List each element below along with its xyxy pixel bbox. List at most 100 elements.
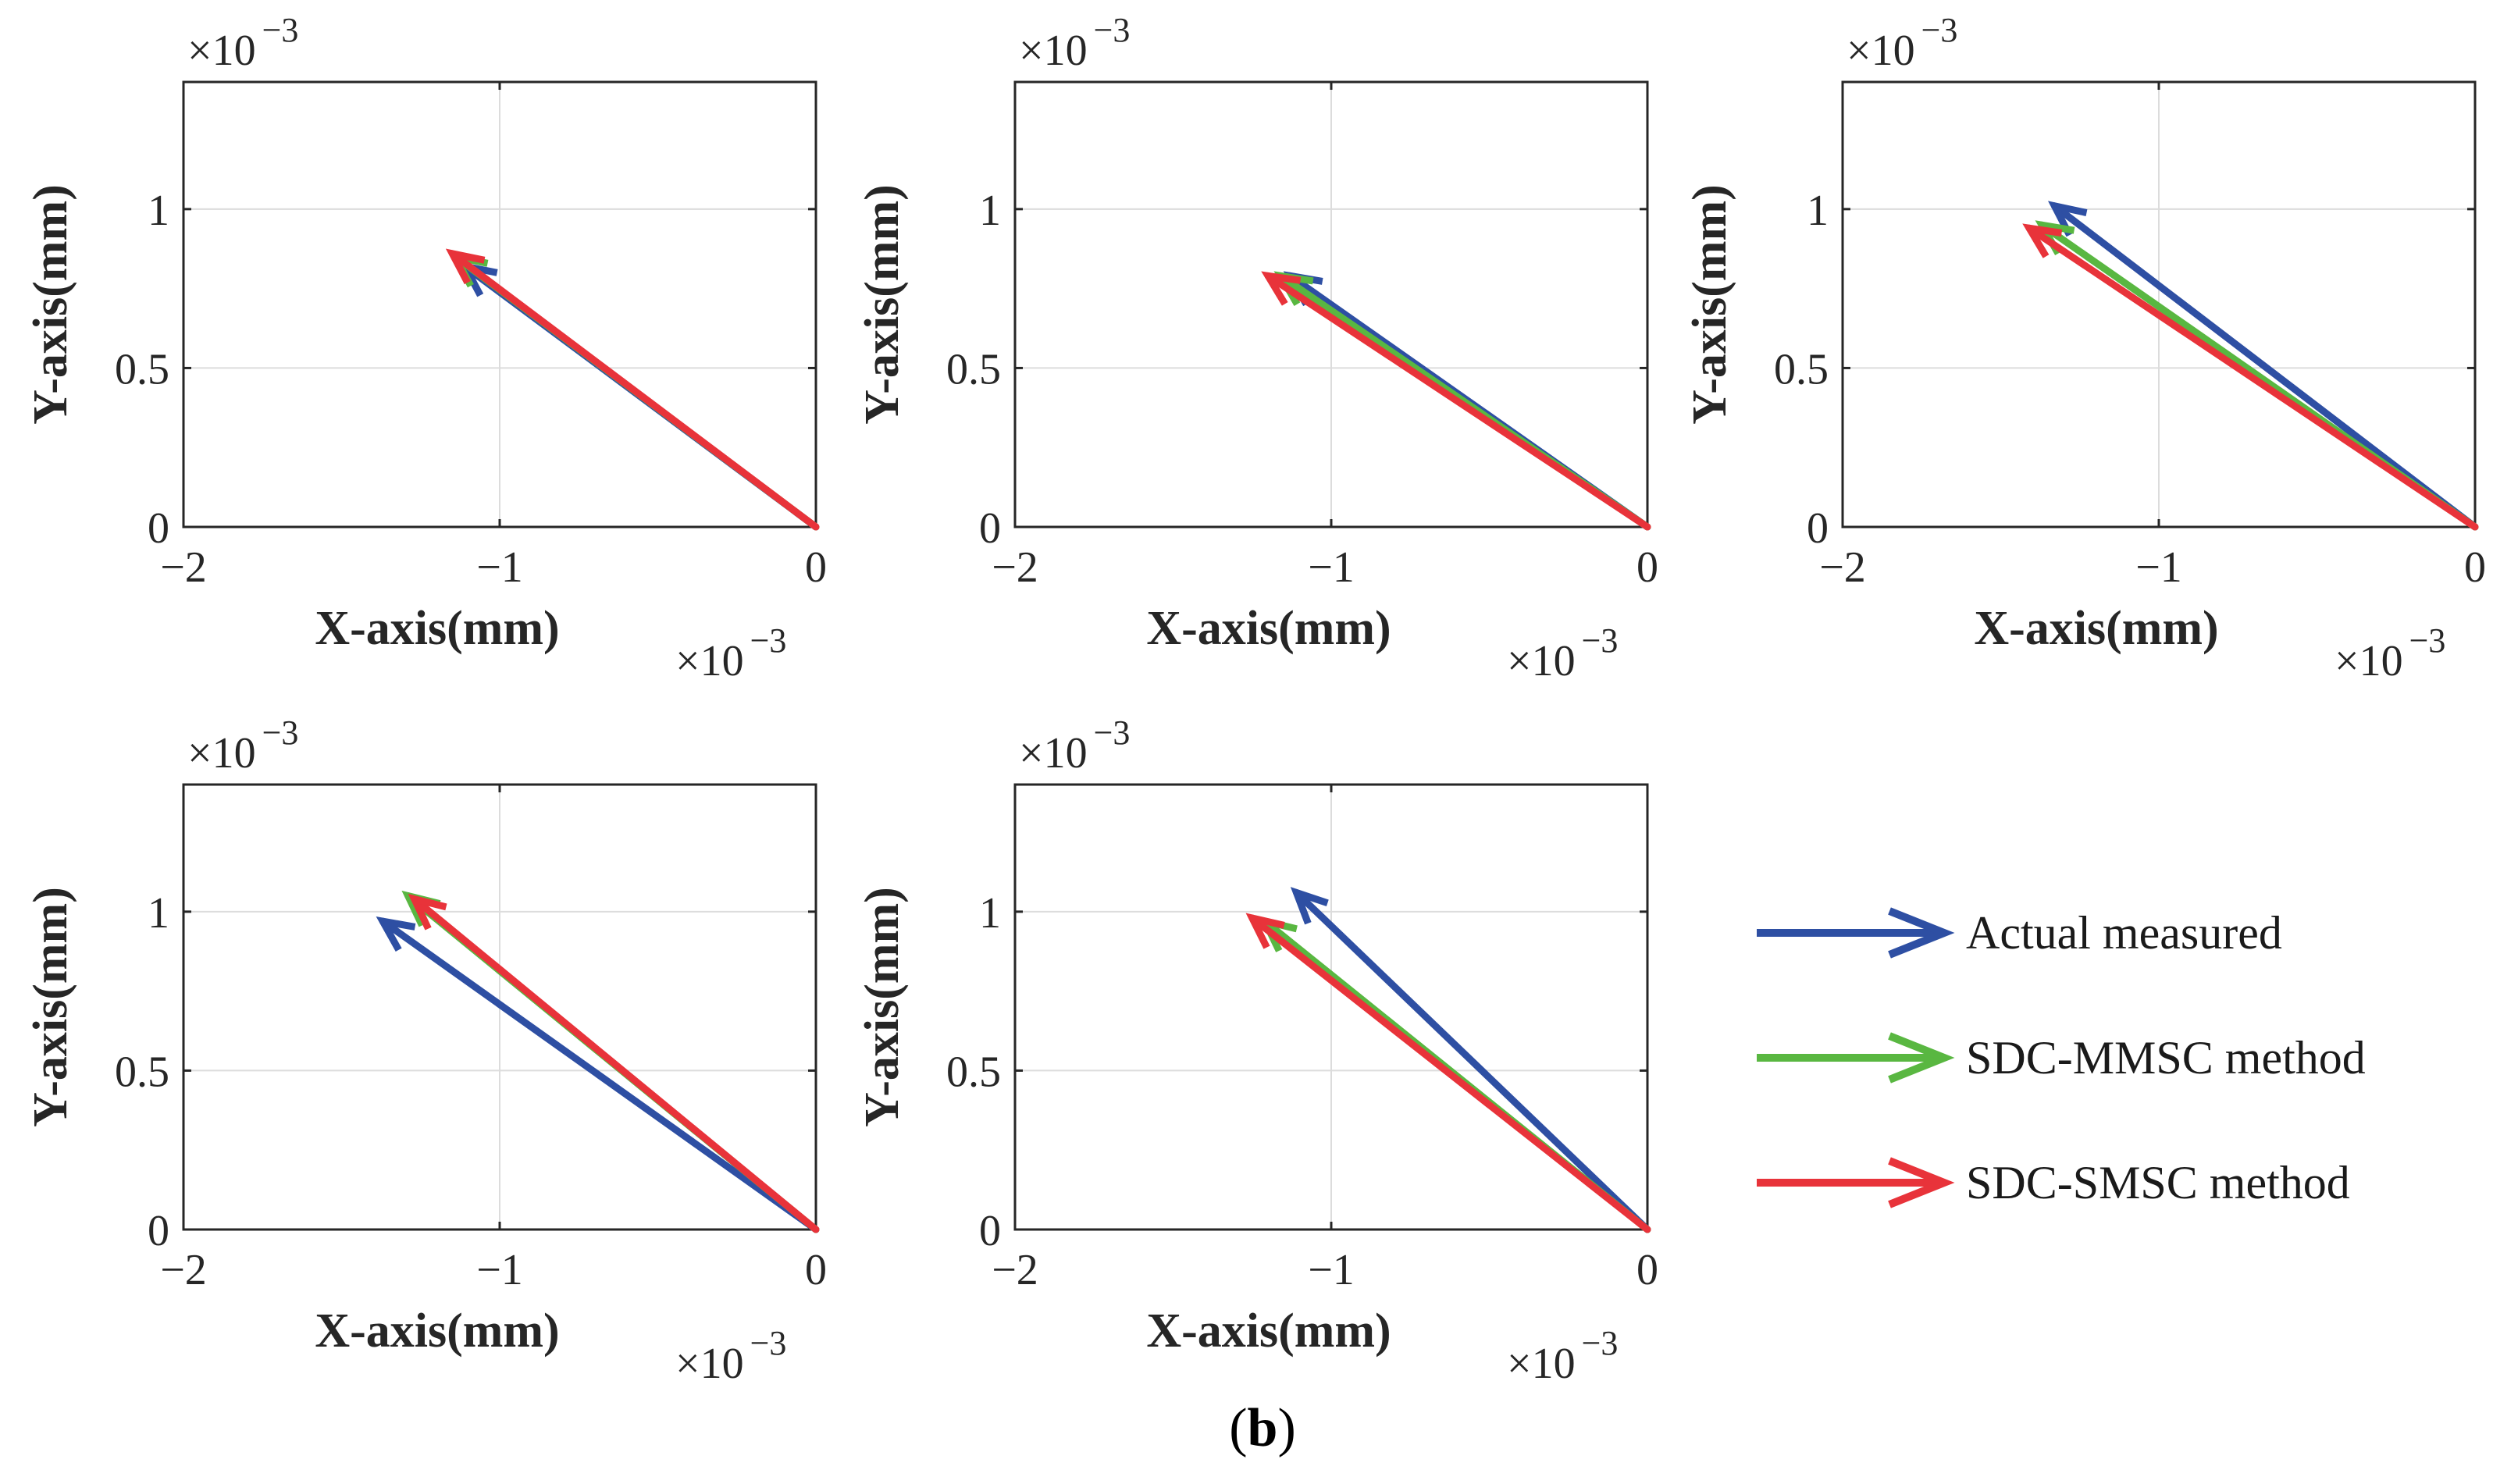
x-tick-label: 0 [2464,543,2486,592]
arrow-shaft [448,250,820,531]
x-tick-label: −1 [476,543,523,592]
y-exponent-label: ×10 −3 [1019,11,1130,75]
panel-5: −2 −1 000.51×10 −3×10 −3X-axis(mm)Y-axis(mm) [856,714,1658,1388]
y-tick-label: 1 [979,889,1001,938]
arrow-head [1290,887,1329,925]
x-tick-label: −1 [476,1246,523,1294]
y-exponent-base: ×10 [1019,729,1088,778]
caption-close: ) [1277,1398,1295,1458]
arrow-shaft [411,895,820,1233]
x-axis-title: X-axis(mm) [1974,602,2218,655]
arrow-head [376,916,416,952]
legend-item-sdc-mmsc: SDC-MMSC method [1757,1032,2366,1084]
y-exponent-label: ×10 −3 [187,11,298,75]
y-exponent-power: −3 [1921,11,1958,49]
y-exponent-label: ×10 −3 [187,714,298,778]
arrow-shaft [1292,888,1651,1233]
x-exponent-label: ×10 −3 [2335,621,2445,685]
legend-arrow-head-sdc-smsc [1888,1157,1955,1208]
y-exponent-base: ×10 [1019,27,1088,75]
arrow-head [445,248,486,285]
panels: −2 −1 000.51×10 −3×10 −3X-axis(mm)Y-axis(mm)… [24,11,2486,1388]
caption-letter: b [1248,1398,1278,1458]
x-tick-label: 0 [1636,543,1658,592]
y-tick-label: 0.5 [946,345,1001,393]
x-tick-label: −2 [992,543,1038,592]
x-tick-label: 0 [805,1246,827,1294]
y-exponent-power: −3 [1094,714,1131,752]
x-exponent-label: ×10 −3 [1507,621,1618,685]
y-tick-label: 0 [148,1207,169,1255]
legend: Actual measured SDC-MMSC method SDC-SMSC… [1757,907,2366,1208]
panel-3: −2 −1 000.51×10 −3×10 −3X-axis(mm)Y-axis(mm) [1683,11,2486,685]
y-exponent-label: ×10 −3 [1019,714,1130,778]
x-tick-label: −2 [160,1246,207,1294]
x-exponent-base: ×10 [2335,637,2403,685]
y-tick-label: 0.5 [946,1048,1001,1096]
x-exponent-base: ×10 [675,637,744,685]
y-tick-label: 1 [148,187,169,235]
x-axis-title: X-axis(mm) [1146,1304,1391,1358]
legend-arrow-head-sdc-mmsc [1888,1032,1955,1084]
arrow-actual-measured [1290,887,1651,1233]
y-axis-title: Y-axis(mm) [856,184,909,425]
y-tick-label: 1 [148,889,169,938]
x-axis-title: X-axis(mm) [315,602,559,655]
x-tick-label: −2 [160,543,207,592]
panel-1: −2 −1 000.51×10 −3×10 −3X-axis(mm)Y-axis(mm) [24,11,827,685]
y-axis-title: Y-axis(mm) [1683,184,1736,425]
panel-4: −2 −1 000.51×10 −3×10 −3X-axis(mm)Y-axis(mm) [24,714,827,1388]
arrow-sdc-smsc-method [1261,271,1651,531]
x-exponent-power: −3 [750,1324,787,1362]
y-tick-label: 0 [1807,504,1829,553]
arrow-shaft [1248,914,1651,1233]
y-tick-label: 0.5 [115,1048,169,1096]
arrow-head [408,893,447,931]
x-exponent-base: ×10 [675,1340,744,1388]
arrow-sdc-smsc-method [1245,913,1651,1233]
x-tick-label: 0 [1636,1246,1658,1294]
arrow-head [2022,223,2063,258]
arrow-shaft [379,917,820,1233]
y-exponent-label: ×10 −3 [1847,11,1957,75]
x-tick-label: −1 [2135,543,2182,592]
legend-item-actual-measured: Actual measured [1757,907,2282,959]
y-axis-title: Y-axis(mm) [856,887,909,1127]
y-tick-label: 0 [979,504,1001,553]
arrow-shaft [2050,202,2479,531]
y-exponent-base: ×10 [1847,27,1915,75]
x-axis-title: X-axis(mm) [1146,602,1391,655]
arrow-sdc-smsc-method [445,248,820,531]
x-tick-label: −2 [992,1246,1038,1294]
arrow-sdc-smsc-method [408,893,820,1233]
y-tick-label: 1 [979,187,1001,235]
x-tick-label: −1 [1308,1246,1355,1294]
legend-label-sdc-mmsc: SDC-MMSC method [1966,1032,2366,1084]
panel-2: −2 −1 000.51×10 −3×10 −3X-axis(mm)Y-axis(mm) [856,11,1658,685]
x-exponent-power: −3 [1582,1324,1619,1362]
arrow-head [1245,913,1285,949]
x-tick-label: −2 [1819,543,1866,592]
y-axis-title: Y-axis(mm) [24,184,77,425]
y-tick-label: 1 [1807,187,1829,235]
arrow-sdc-smsc-method [2022,223,2479,531]
y-exponent-power: −3 [1094,11,1131,49]
arrow-head [1261,271,1302,306]
legend-label-sdc-smsc: SDC-SMSC method [1966,1157,2350,1208]
x-exponent-power: −3 [750,621,787,660]
x-exponent-power: −3 [2409,621,2446,660]
y-exponent-base: ×10 [187,729,256,778]
x-exponent-base: ×10 [1507,637,1576,685]
y-tick-label: 0.5 [1774,345,1829,393]
x-exponent-power: −3 [1582,621,1619,660]
x-exponent-base: ×10 [1507,1340,1576,1388]
x-tick-label: −1 [1308,543,1355,592]
legend-item-sdc-smsc: SDC-SMSC method [1757,1157,2350,1208]
figure-caption: (b) [1229,1398,1296,1458]
x-exponent-label: ×10 −3 [675,621,786,685]
arrow-actual-measured [376,916,820,1233]
x-exponent-label: ×10 −3 [675,1324,786,1388]
x-exponent-label: ×10 −3 [1507,1324,1618,1388]
y-axis-title: Y-axis(mm) [24,887,77,1127]
